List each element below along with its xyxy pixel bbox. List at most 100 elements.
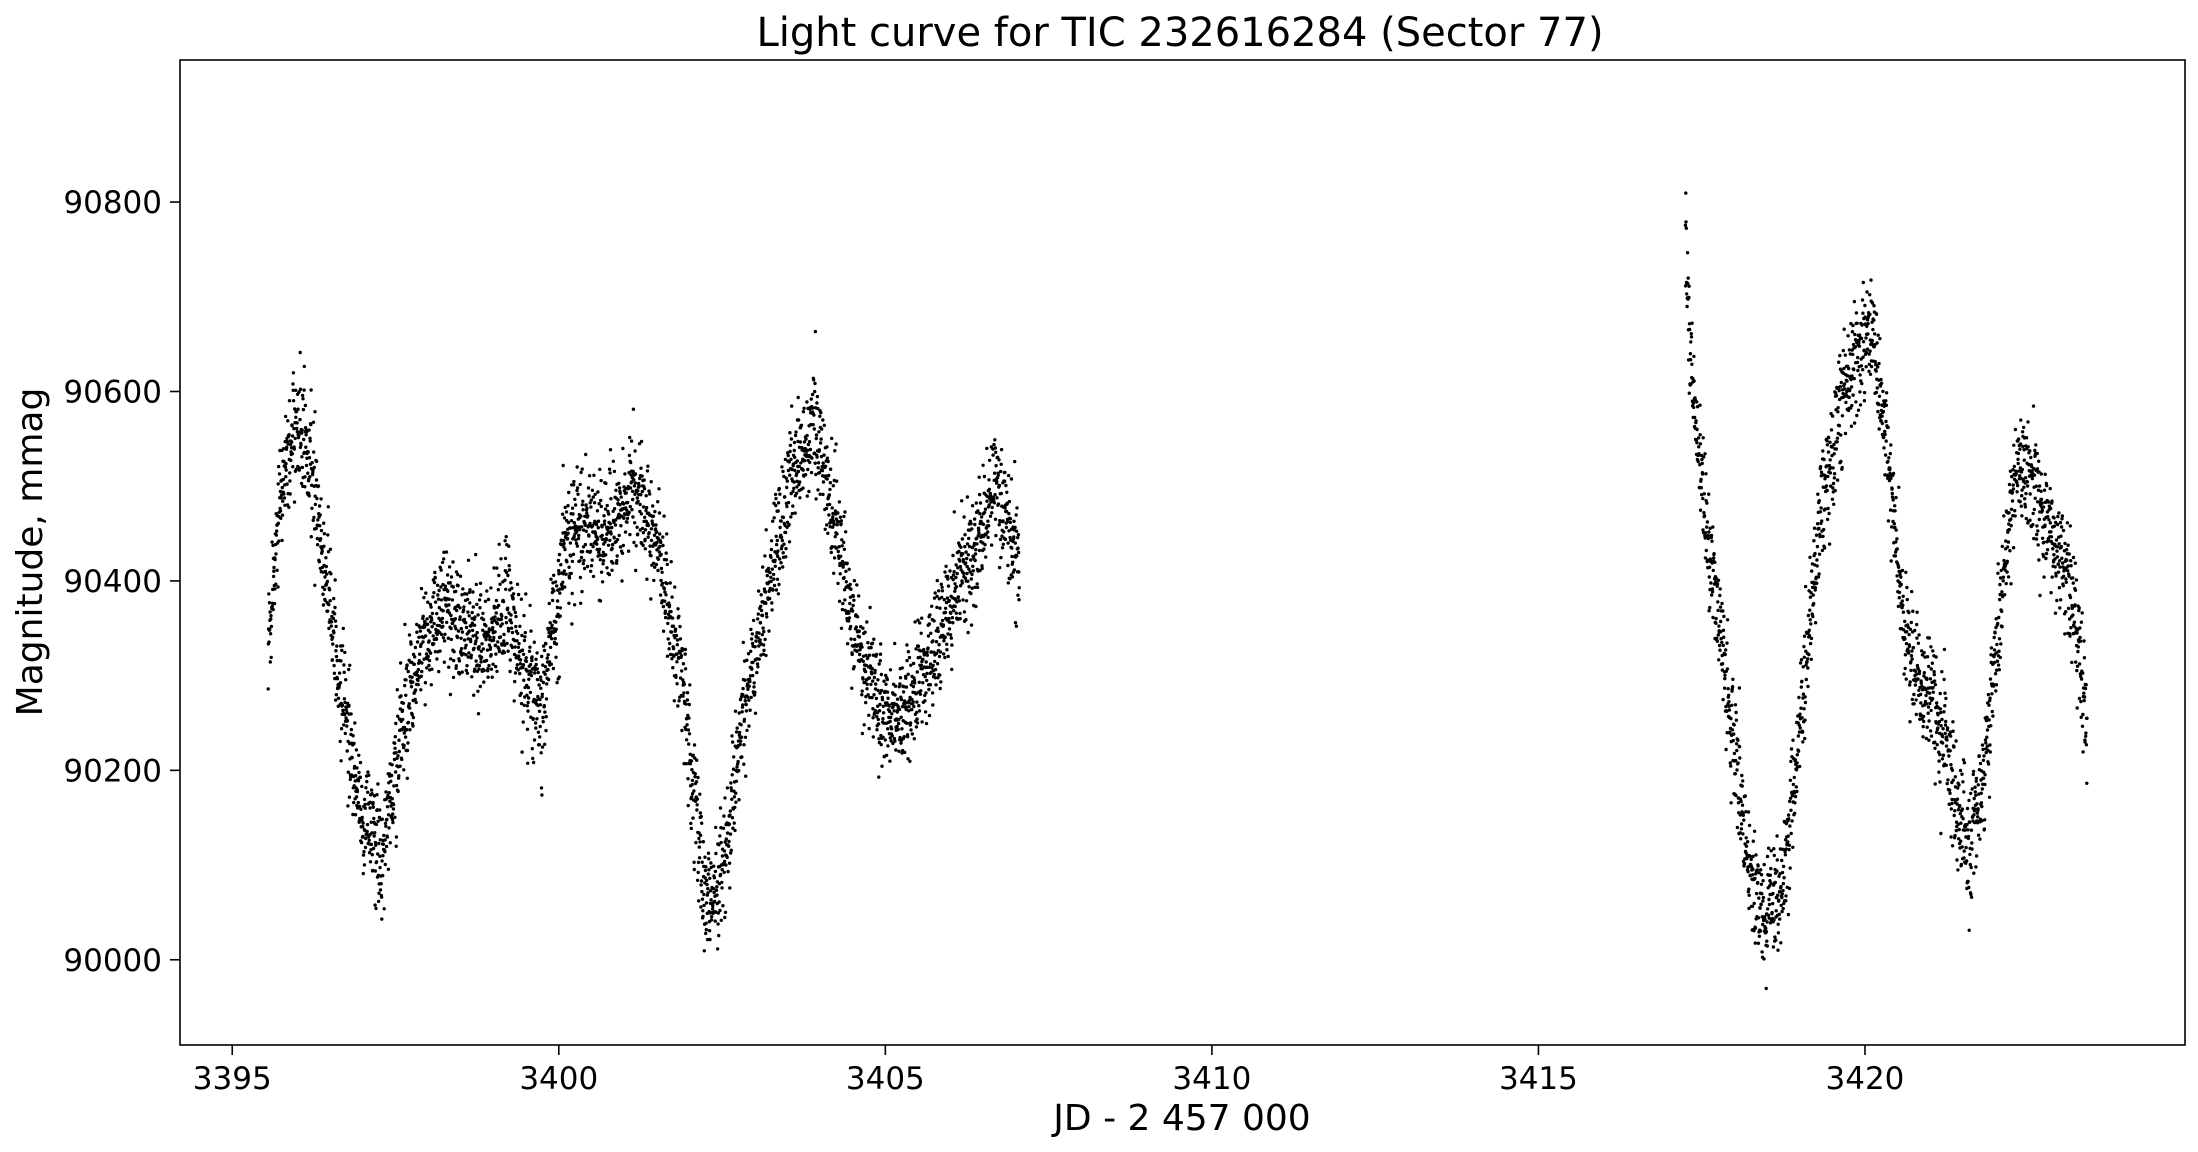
data-point (914, 725, 919, 729)
data-point (801, 486, 805, 490)
data-point (2000, 590, 2004, 594)
data-point (918, 655, 922, 659)
data-point (676, 655, 681, 660)
data-point (646, 523, 651, 528)
data-point (1698, 442, 1703, 446)
data-point (421, 640, 425, 644)
data-point (363, 802, 367, 807)
data-point (877, 775, 881, 779)
data-point (432, 621, 436, 626)
data-point (284, 475, 288, 479)
data-point (1797, 730, 1802, 734)
data-point (663, 615, 668, 620)
data-point (968, 570, 972, 574)
data-point (730, 797, 734, 801)
data-point (685, 698, 690, 702)
data-point (1865, 347, 1870, 351)
data-point (1855, 321, 1859, 325)
data-point (680, 647, 685, 651)
data-point (302, 450, 307, 455)
data-point (1919, 681, 1924, 685)
data-point (373, 903, 377, 907)
data-point (1932, 670, 1936, 674)
data-point (1704, 548, 1709, 553)
data-point (992, 442, 996, 447)
data-point (528, 662, 533, 667)
data-point (500, 614, 504, 618)
data-point (724, 863, 728, 867)
data-point (311, 420, 316, 424)
data-point (430, 611, 435, 616)
data-point (860, 645, 864, 649)
data-point (609, 497, 613, 501)
data-point (692, 860, 696, 864)
data-point (850, 686, 854, 690)
data-point (1762, 862, 1766, 867)
data-point (364, 786, 368, 790)
data-point (269, 624, 274, 629)
data-point (1916, 677, 1920, 681)
data-point (907, 655, 912, 660)
data-point (806, 442, 811, 447)
data-point (776, 554, 780, 559)
data-point (885, 701, 889, 705)
data-point (700, 889, 704, 894)
data-point (291, 382, 295, 386)
data-point (1982, 754, 1986, 758)
data-point (1806, 613, 1811, 618)
data-point (715, 947, 720, 951)
data-point (940, 585, 944, 589)
data-point (1972, 796, 1976, 801)
data-point (334, 698, 338, 702)
data-point (1964, 845, 1968, 850)
data-point (1921, 714, 1926, 719)
data-point (1720, 601, 1724, 606)
data-point (811, 406, 815, 410)
data-point (291, 371, 296, 375)
data-point (332, 596, 336, 601)
data-point (950, 667, 954, 672)
data-point (581, 545, 586, 549)
data-point (344, 708, 348, 712)
data-point (992, 501, 997, 505)
data-point (1880, 432, 1885, 437)
data-point (437, 588, 441, 593)
data-point (999, 491, 1004, 496)
data-point (831, 484, 835, 488)
data-point (1856, 408, 1861, 412)
data-point (571, 552, 576, 556)
data-point (840, 607, 845, 612)
data-point (687, 702, 691, 707)
data-point (1971, 769, 1976, 774)
data-point (1717, 643, 1722, 648)
data-point (320, 549, 324, 554)
data-point (1783, 853, 1788, 857)
data-point (534, 657, 538, 661)
data-point (969, 577, 973, 581)
data-point (1884, 403, 1889, 407)
data-point (857, 629, 861, 633)
data-point (571, 512, 575, 516)
data-point (1779, 884, 1783, 889)
data-point (759, 604, 763, 608)
data-point (486, 667, 490, 671)
data-point (879, 642, 883, 646)
data-point (311, 518, 315, 522)
data-point (795, 479, 799, 483)
data-point (1684, 191, 1688, 195)
data-point (741, 686, 745, 691)
data-point (954, 563, 958, 567)
data-point (1896, 565, 1901, 569)
data-point (308, 475, 312, 479)
data-point (1828, 440, 1832, 444)
data-point (911, 700, 915, 704)
data-point (494, 664, 498, 669)
data-point (796, 418, 801, 422)
data-point (309, 535, 313, 539)
data-point (776, 501, 781, 505)
data-point (1700, 457, 1704, 462)
data-point (333, 619, 338, 623)
data-point (1815, 522, 1820, 526)
data-point (1860, 381, 1864, 386)
data-point (769, 579, 773, 583)
